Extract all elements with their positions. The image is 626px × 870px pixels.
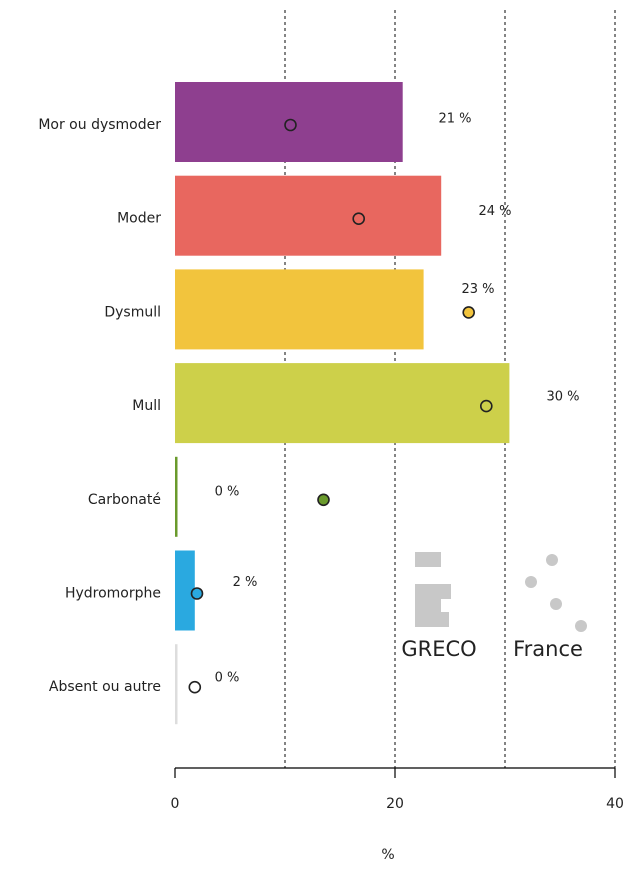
legend-swatch xyxy=(415,584,451,599)
x-axis-label: % xyxy=(381,847,394,863)
y-tick-label: Carbonaté xyxy=(88,492,161,508)
legend-swatch xyxy=(415,552,441,567)
bar xyxy=(175,175,442,256)
legend-swatch xyxy=(525,576,537,588)
dot xyxy=(479,399,493,413)
value-label: 24 % xyxy=(478,204,511,219)
x-tick-label: 40 xyxy=(606,796,624,812)
y-tick-label: Mull xyxy=(132,398,161,414)
dot xyxy=(317,493,330,507)
legend-swatch xyxy=(546,554,558,566)
x-tick-label: 0 xyxy=(171,796,180,812)
value-label: 0 % xyxy=(215,671,240,686)
bar xyxy=(175,269,424,350)
dot xyxy=(190,587,204,600)
bar xyxy=(175,363,510,444)
dot xyxy=(462,306,476,319)
legend-swatch xyxy=(550,598,562,610)
bar xyxy=(175,550,195,631)
value-label: 21 % xyxy=(438,112,471,127)
dot xyxy=(352,212,366,225)
value-label: 0 % xyxy=(215,484,240,499)
legend-label: GRECO xyxy=(401,637,476,661)
value-label: 2 % xyxy=(233,575,258,590)
y-tick-label: Moder xyxy=(117,211,161,227)
x-tick-label: 20 xyxy=(386,796,404,812)
legend-swatch xyxy=(415,612,449,627)
dot xyxy=(284,118,297,132)
value-label: 30 % xyxy=(546,390,579,405)
bar xyxy=(175,644,178,725)
dot xyxy=(188,680,202,694)
legend-label: France xyxy=(513,637,583,661)
bar xyxy=(175,456,178,537)
legend-swatch xyxy=(415,598,441,613)
y-tick-label: Absent ou autre xyxy=(49,679,161,695)
y-tick-label: Mor ou dysmoder xyxy=(38,117,161,133)
value-label: 23 % xyxy=(461,282,494,297)
legend-swatch xyxy=(575,620,587,632)
y-tick-label: Hydromorphe xyxy=(65,586,161,602)
y-tick-label: Dysmull xyxy=(104,304,161,320)
